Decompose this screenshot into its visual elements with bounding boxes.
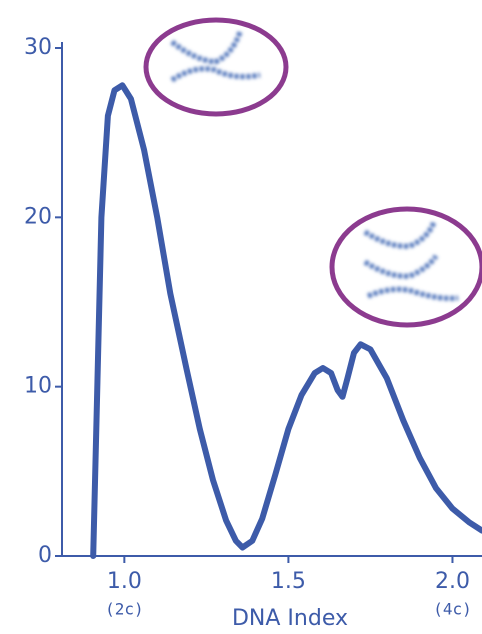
x-sublabel: (4c) bbox=[433, 600, 472, 619]
x-axis-label: DNA Index bbox=[232, 606, 348, 631]
x-tick-label: 2.0 bbox=[435, 569, 470, 594]
x-tick-label: 1.0 bbox=[107, 569, 142, 594]
chromosome-icon-double bbox=[332, 209, 482, 325]
icon-circle bbox=[146, 20, 286, 114]
page: DNA Index 01020301.01.52.0(2c)(4c) (() =… bbox=[0, 0, 482, 634]
chromosome bbox=[365, 222, 458, 298]
data-line bbox=[93, 85, 482, 556]
chromosome bbox=[172, 32, 260, 80]
y-tick-label: 0 bbox=[38, 543, 52, 568]
chromosome-icon-single bbox=[146, 20, 286, 114]
x-sublabel: (2c) bbox=[105, 600, 144, 619]
y-tick-label: 10 bbox=[24, 374, 52, 399]
icon-circle bbox=[332, 209, 482, 325]
y-tick-label: 20 bbox=[24, 204, 52, 229]
y-tick-label: 30 bbox=[24, 35, 52, 60]
x-tick-label: 1.5 bbox=[271, 569, 306, 594]
chart: DNA Index 0 10 20 30 1.0 1.5 2.0 (2c) (4c) bbox=[0, 0, 482, 634]
